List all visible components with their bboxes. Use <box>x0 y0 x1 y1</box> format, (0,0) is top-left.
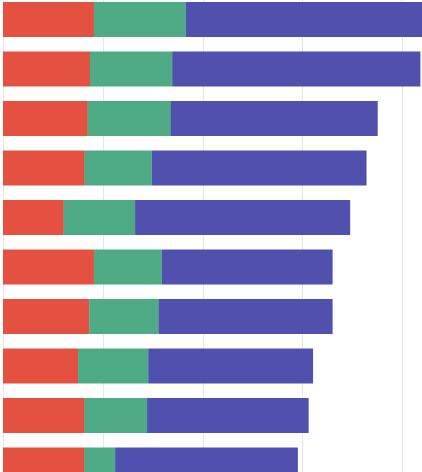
bar-row-1-series-2 <box>93 2 186 37</box>
bar-row-3-series-3 <box>170 101 378 136</box>
bar-row-9-series-1 <box>3 398 85 433</box>
bar-row-10-series-2 <box>84 447 116 472</box>
bar-row-2-series-3 <box>172 51 421 87</box>
bar-row-6-series-2 <box>93 249 162 285</box>
bar-row-10-series-3 <box>115 447 298 472</box>
bar-row-8-series-3 <box>148 348 314 384</box>
bar-row-4-series-3 <box>151 150 367 186</box>
bar-row-5-series-1 <box>3 200 64 235</box>
bar-row-4-series-2 <box>84 150 152 186</box>
bar-row-1-series-1 <box>3 2 94 37</box>
bar-row-7-series-1 <box>3 299 90 334</box>
bar-row-9-series-3 <box>147 398 309 433</box>
bar-row-3-series-2 <box>87 101 171 136</box>
bar-row-3-series-1 <box>3 101 88 136</box>
bar-row-6-series-1 <box>3 249 94 285</box>
bar-row-5-series-3 <box>135 200 351 235</box>
bar-row-10-series-1 <box>3 447 85 472</box>
bar-row-7-series-3 <box>158 299 333 334</box>
bar-row-5-series-2 <box>63 200 136 235</box>
bar-row-9-series-2 <box>84 398 148 433</box>
bars <box>3 2 422 472</box>
bar-row-8-series-1 <box>3 348 79 384</box>
bar-row-8-series-2 <box>78 348 149 384</box>
bar-row-4-series-1 <box>3 150 85 186</box>
bar-row-7-series-2 <box>89 299 159 334</box>
bar-row-2-series-2 <box>89 51 173 87</box>
bar-row-2-series-1 <box>3 51 90 87</box>
bar-row-6-series-3 <box>161 249 333 285</box>
bar-row-1-series-3 <box>185 2 422 37</box>
